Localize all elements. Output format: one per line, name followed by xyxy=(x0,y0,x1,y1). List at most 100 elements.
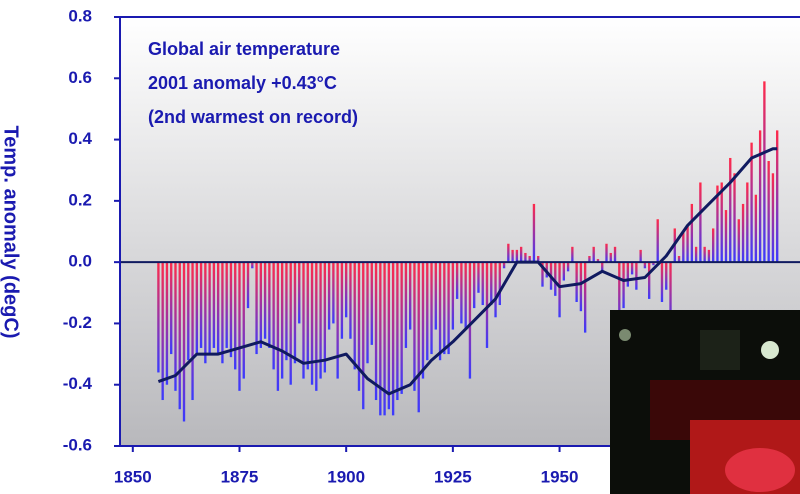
bar xyxy=(566,262,570,272)
bar xyxy=(643,262,647,269)
bar xyxy=(460,262,463,324)
bar xyxy=(362,262,365,410)
y-tick-label: -0.4 xyxy=(63,374,93,393)
bar xyxy=(528,256,531,263)
bar xyxy=(199,262,203,348)
x-tick-label: 1850 xyxy=(114,467,152,486)
bar xyxy=(276,262,280,391)
bar xyxy=(694,246,698,263)
bar xyxy=(272,262,275,370)
bar xyxy=(298,262,301,324)
bar xyxy=(447,262,450,355)
bar xyxy=(660,262,664,302)
x-tick-label: 1950 xyxy=(541,467,579,486)
bar xyxy=(592,246,595,263)
y-tick-label: 0.0 xyxy=(68,252,92,271)
bar xyxy=(494,262,497,318)
bar xyxy=(771,173,775,263)
bar xyxy=(259,262,263,348)
bar xyxy=(379,262,382,416)
bar xyxy=(579,262,583,312)
bar xyxy=(174,262,177,391)
bar xyxy=(485,262,489,348)
bar xyxy=(255,262,258,355)
bar xyxy=(443,262,446,355)
y-tick-label: -0.2 xyxy=(63,313,92,332)
bar xyxy=(571,246,574,263)
bar xyxy=(605,243,608,263)
y-tick-label: 0.2 xyxy=(68,190,92,209)
title-line: 2001 anomaly +0.43°C xyxy=(148,73,337,93)
bar xyxy=(682,231,685,263)
bar xyxy=(161,262,164,401)
bar xyxy=(767,161,770,263)
x-tick-label: 1925 xyxy=(434,467,472,486)
bar xyxy=(319,262,322,379)
bar xyxy=(729,157,732,263)
bar xyxy=(712,228,715,263)
bar xyxy=(404,262,408,348)
bar xyxy=(558,262,561,318)
bar xyxy=(263,262,267,339)
bar xyxy=(421,262,425,379)
bar xyxy=(315,262,318,391)
bar xyxy=(280,262,284,379)
bar xyxy=(306,262,309,370)
bar xyxy=(690,203,694,263)
bar xyxy=(455,262,459,299)
bar xyxy=(724,210,728,263)
bar xyxy=(242,262,245,379)
bar xyxy=(434,262,437,330)
bar xyxy=(293,262,297,364)
bar xyxy=(310,262,314,385)
bar xyxy=(669,262,672,327)
bar xyxy=(464,262,467,330)
bar xyxy=(686,225,689,263)
bar xyxy=(216,262,220,355)
title-line: Global air temperature xyxy=(148,39,340,59)
bar xyxy=(426,262,429,361)
bar xyxy=(699,182,702,263)
bar xyxy=(438,262,442,361)
bar xyxy=(720,182,723,263)
bar xyxy=(763,81,766,263)
bar xyxy=(345,262,348,318)
bar xyxy=(430,262,433,355)
bar xyxy=(524,252,527,263)
bar xyxy=(387,262,391,410)
bar xyxy=(609,252,612,263)
bar xyxy=(639,249,642,263)
bar xyxy=(178,262,181,410)
bar xyxy=(366,262,369,364)
bar xyxy=(554,262,557,296)
inset-photo xyxy=(610,310,800,494)
bar xyxy=(618,262,621,330)
bar xyxy=(332,262,335,324)
bar xyxy=(515,249,519,263)
bar xyxy=(234,262,237,370)
bar xyxy=(165,262,169,385)
bar xyxy=(268,262,271,348)
bar xyxy=(289,262,292,385)
bar xyxy=(221,262,224,364)
bar xyxy=(195,262,198,355)
bar xyxy=(170,262,173,355)
bar xyxy=(477,262,480,293)
y-tick-label: 0.8 xyxy=(68,6,92,25)
bar xyxy=(746,182,749,263)
bar xyxy=(588,256,591,263)
bar xyxy=(400,262,403,394)
bar xyxy=(208,262,211,355)
y-axis-label: Temp. anomaly (degC) xyxy=(0,126,22,339)
bar xyxy=(665,262,668,290)
bar xyxy=(626,262,630,287)
bar xyxy=(374,262,378,401)
bar xyxy=(776,130,779,263)
bar xyxy=(468,262,472,379)
bar xyxy=(703,246,706,263)
bar xyxy=(635,262,638,290)
bar xyxy=(502,262,506,269)
bar xyxy=(613,246,617,263)
